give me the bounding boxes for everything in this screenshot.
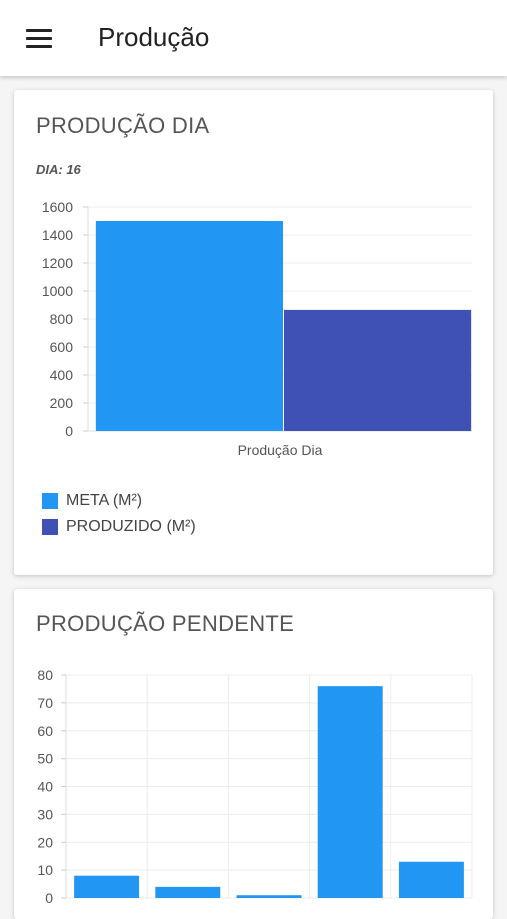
pending-production-chart: 0 10 20 30 40 50 60 70 80 — [37, 667, 473, 906]
pending-production-card: PRODUÇÃO PENDENTE 0 10 20 30 40 50 60 70 80 — [14, 589, 493, 919]
legend-swatch — [42, 493, 58, 509]
y-tick-label: 30 — [37, 806, 53, 822]
y-tick-label: 800 — [50, 311, 74, 327]
y-tick-label: 60 — [37, 723, 53, 739]
bar — [284, 309, 472, 431]
y-tick-label: 40 — [37, 779, 53, 795]
legend-item[interactable]: META (M²) — [42, 488, 196, 514]
day-label: DIA: 16 — [36, 162, 81, 177]
bar — [236, 895, 302, 898]
legend-item[interactable]: PRODUZIDO (M²) — [42, 514, 196, 540]
y-tick-label: 20 — [37, 834, 53, 850]
bar — [398, 861, 464, 898]
y-tick-label: 0 — [45, 890, 53, 906]
card-title: PRODUÇÃO PENDENTE — [36, 611, 295, 636]
legend-label: META (M²) — [66, 492, 143, 509]
app-bar: Produção — [0, 0, 507, 76]
y-tick-label: 70 — [37, 695, 53, 711]
legend-swatch — [42, 519, 58, 535]
production-day-card: PRODUÇÃO DIA DIA: 16 0 200 400 600 800 1000 12… — [14, 90, 493, 575]
y-tick-label: 1600 — [42, 199, 73, 215]
card-title: PRODUÇÃO DIA — [36, 113, 210, 138]
y-tick-label: 1000 — [42, 283, 73, 299]
y-tick-label: 0 — [65, 423, 73, 439]
y-tick-label: 50 — [37, 751, 53, 767]
y-tick-label: 400 — [50, 367, 74, 383]
production-day-chart: 0 200 400 600 800 1000 1200 1400 1600 Produção Di… — [42, 199, 472, 458]
bar — [95, 221, 283, 431]
y-tick-label: 600 — [50, 339, 74, 355]
legend-label: PRODUZIDO (M²) — [66, 518, 196, 535]
y-tick-label: 10 — [37, 862, 53, 878]
bar — [74, 875, 140, 898]
y-tick-label: 1200 — [42, 255, 73, 271]
y-tick-label: 200 — [50, 395, 74, 411]
y-tick-label: 80 — [37, 667, 53, 683]
menu-icon[interactable] — [26, 29, 52, 49]
y-tick-label: 1400 — [42, 227, 73, 243]
page-title: Produção — [98, 22, 210, 52]
x-tick-label: Produção Dia — [238, 442, 323, 458]
chart-legend: META (M²) PRODUZIDO (M²) — [42, 488, 196, 540]
bar — [155, 886, 221, 898]
bar — [317, 686, 383, 898]
